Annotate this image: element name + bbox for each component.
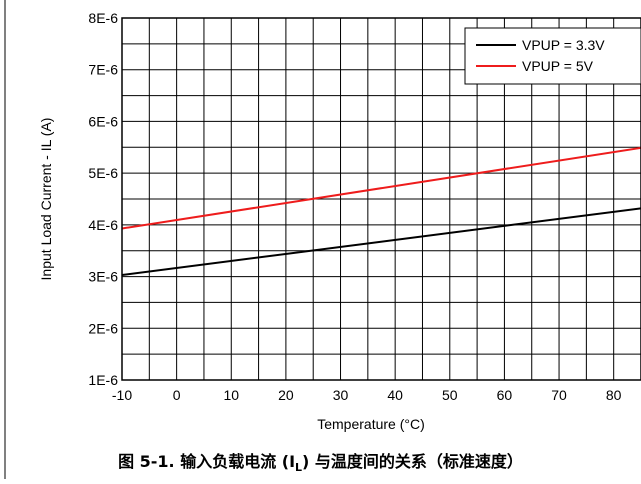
series-line-2 [121,146,641,230]
caption-suffix: ) 与温度间的关系（标准速度） [302,452,523,471]
x-tick-label: 30 [333,387,349,403]
y-tick-label: 3E-6 [88,269,118,285]
y-tick-label: 6E-6 [88,113,118,129]
caption-prefix: 图 5-1. 输入负载电流 (I [118,452,296,471]
y-tick-label: 4E-6 [88,217,118,233]
plot-area-border [121,17,641,381]
y-axis-label: Input Load Current - IL (A) [38,118,54,281]
series-line-1 [121,207,641,277]
y-tick-label: 7E-6 [88,62,118,78]
x-tick-label: 0 [173,387,181,403]
x-tick-label: 20 [278,387,294,403]
x-axis-label: Temperature (°C) [317,416,425,432]
y-tick-label: 8E-6 [88,10,118,26]
x-tick-label: 10 [223,387,239,403]
x-tick-label: -10 [112,387,132,403]
x-tick-label: 70 [551,387,567,403]
y-tick-label: 1E-6 [88,372,118,388]
legend: VPUP = 3.3V VPUP = 5V [464,27,641,85]
x-tick-label: 80 [606,387,622,403]
grid [122,18,641,380]
y-tick-label: 2E-6 [88,320,118,336]
plot-lines [121,146,641,277]
legend-box [464,27,641,85]
figure-caption: 图 5-1. 输入负载电流 (IL) 与温度间的关系（标准速度） [0,448,641,474]
y-tick-label: 5E-6 [88,165,118,181]
x-tick-label: 60 [497,387,513,403]
legend-label-2: VPUP = 5V [522,58,594,74]
x-axis-ticks: -10 0 10 20 30 40 50 60 70 80 [112,387,622,403]
caption-subscript: L [295,461,303,475]
legend-label-1: VPUP = 3.3V [522,37,605,53]
x-tick-label: 50 [442,387,458,403]
x-tick-label: 40 [387,387,403,403]
y-axis-ticks: 1E-6 2E-6 3E-6 4E-6 5E-6 6E-6 7E-6 8E-6 [88,10,118,388]
